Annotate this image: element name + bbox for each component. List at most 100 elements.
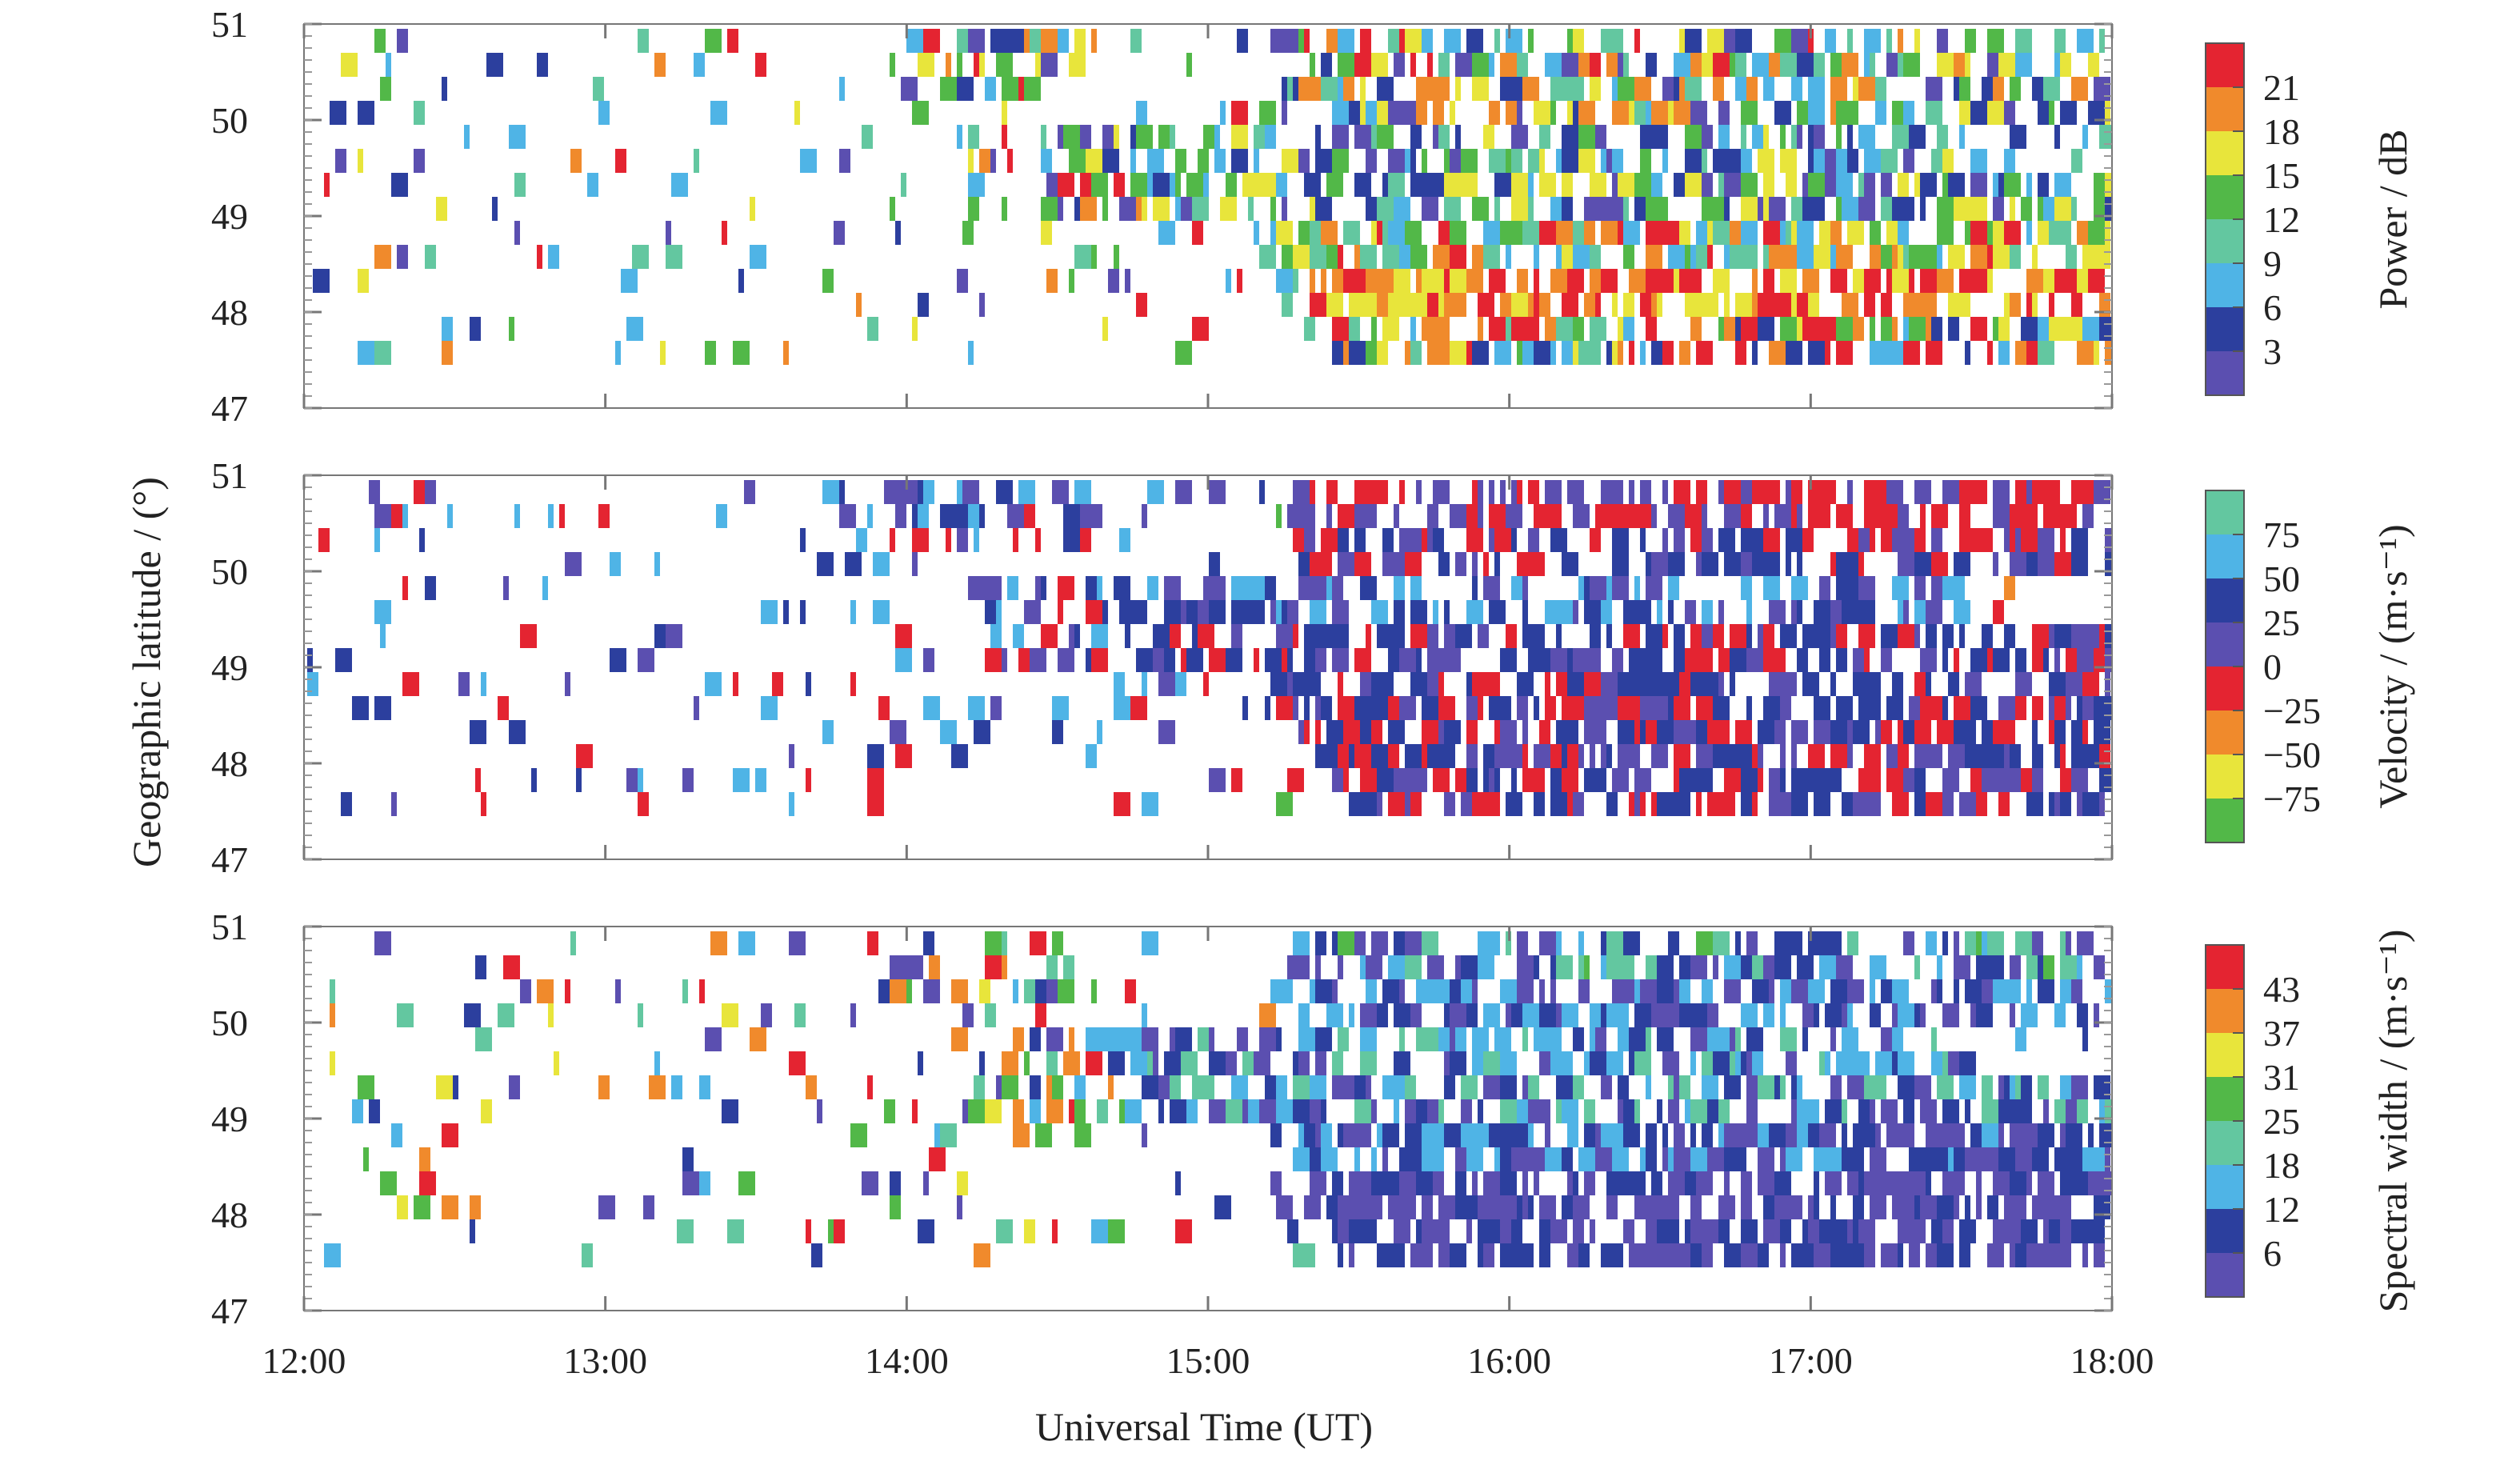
data-cell [1959,504,1970,528]
data-cell [1136,101,1147,125]
data-cell [1399,1195,1416,1219]
data-cell [1864,792,1881,816]
data-cell [1780,1147,1786,1171]
data-cell [1595,269,1601,293]
data-cell [1438,720,1444,744]
data-cell [1774,504,1791,528]
data-cell [1758,1171,1769,1195]
data-cell [1539,221,1556,245]
data-cell [1192,1075,1203,1099]
data-cell [1914,792,1926,816]
data-cell [1640,504,1651,528]
data-cell [1270,1123,1282,1147]
data-cell [1550,792,1567,816]
data-cell [1097,1027,1102,1051]
data-cell [1310,1171,1315,1195]
data-cell [1646,197,1662,221]
data-cell [1791,504,1797,528]
data-cell [1321,1147,1338,1171]
data-cell [1825,1003,1842,1027]
data-cell [638,29,649,53]
data-cell [867,768,884,792]
data-cell [1259,1099,1276,1123]
data-cell [565,672,570,696]
data-cell [335,648,352,672]
data-cell [1310,245,1326,269]
data-cell [1321,528,1338,552]
data-cell [1903,101,1914,125]
data-cell [2054,624,2071,648]
data-cell [1366,101,1377,125]
colorbar-segment [2206,666,2244,710]
data-cell [610,552,621,576]
data-cell [1405,744,1422,768]
data-cell [1461,955,1466,979]
data-cell [1002,955,1007,979]
data-cell [850,1003,856,1027]
data-cell [1942,768,1959,792]
data-cell [1114,173,1125,197]
data-cell [2054,1099,2066,1123]
data-cell [1282,197,1287,221]
data-cell [1366,979,1377,1003]
data-cell [979,53,985,77]
data-cell [1304,672,1321,696]
data-cell [968,576,985,600]
data-cell [1808,77,1825,101]
data-cell [1702,293,1718,317]
data-cell [1360,1027,1377,1051]
data-cell [352,1099,363,1123]
data-cell [1724,173,1741,197]
data-cell [1433,768,1450,792]
data-cell [1114,696,1130,720]
data-cell [1668,1171,1679,1195]
data-cell [358,101,374,125]
y-tick-label: 51 [211,907,248,947]
data-cell [1259,101,1276,125]
data-cell [1528,672,1534,696]
data-cell [918,480,923,504]
data-cell [1959,1051,1976,1075]
data-cell [1763,648,1780,672]
data-cell [1752,293,1758,317]
data-cell [1248,197,1254,221]
data-cell [1422,197,1438,221]
data-cell [1366,149,1377,173]
data-cell [1282,245,1293,269]
data-cell [1338,552,1354,576]
data-cell [1774,1195,1791,1219]
data-cell [1489,269,1506,293]
data-cell [1926,77,1942,101]
data-cell [817,552,834,576]
data-cell [733,768,750,792]
data-cell [974,53,979,77]
data-cell [1472,197,1489,221]
data-cell [1119,1099,1125,1123]
data-cell [1086,600,1102,624]
data-cell [1192,197,1198,221]
data-cell [1102,600,1108,624]
data-cell [1186,173,1203,197]
data-cell [918,504,929,528]
data-cell [1522,624,1528,648]
data-cell [1013,1123,1030,1147]
data-cell [968,173,985,197]
data-cell [1752,269,1758,293]
data-cell [2015,341,2026,365]
data-cell [1030,29,1041,53]
data-cell [414,1195,430,1219]
data-cell [1769,768,1780,792]
data-cell [1321,221,1338,245]
data-cell [1898,480,1903,504]
data-cell [1304,624,1315,648]
data-cell [2054,720,2066,744]
data-cell [1125,1099,1142,1123]
data-cell [1847,1219,1853,1243]
data-cell [1298,576,1310,600]
data-cell [1450,504,1466,528]
data-cell [1545,480,1562,504]
data-cell [1702,1219,1707,1243]
data-cell [1573,1171,1578,1195]
data-cell [1433,600,1438,624]
data-cell [1382,552,1388,576]
